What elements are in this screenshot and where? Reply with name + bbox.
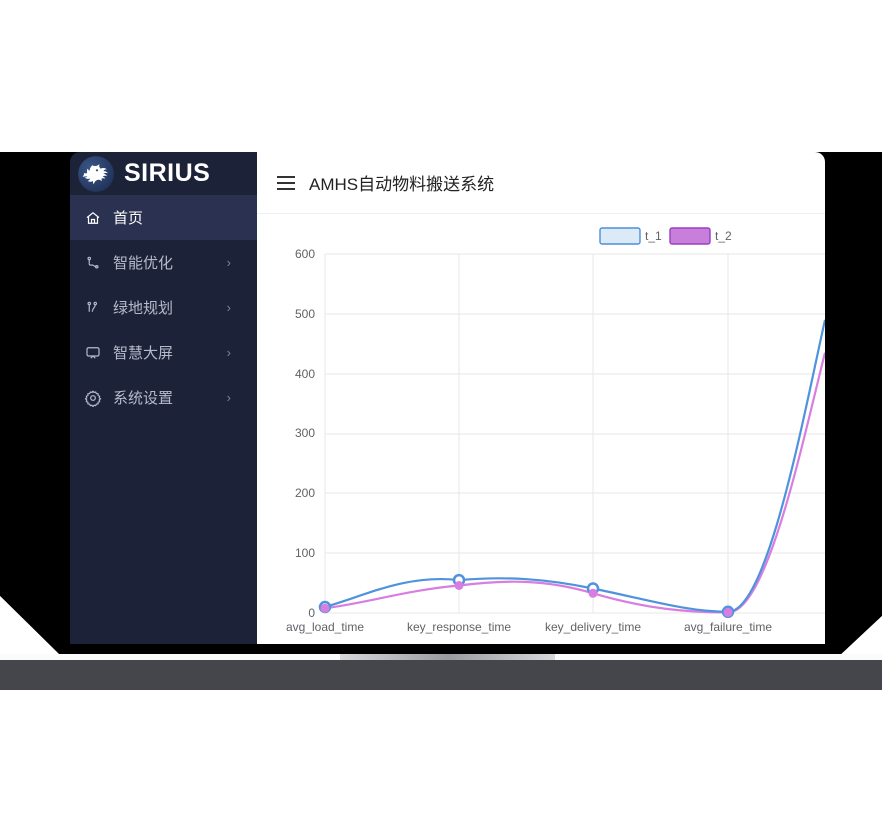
- svg-text:t_1: t_1: [645, 229, 662, 243]
- svg-text:key_delivery_time: key_delivery_time: [545, 620, 641, 634]
- svg-text:300: 300: [295, 426, 315, 440]
- svg-text:0: 0: [308, 606, 315, 620]
- svg-text:avg_load_time: avg_load_time: [286, 620, 364, 634]
- svg-text:500: 500: [295, 307, 315, 321]
- svg-text:key_response_time: key_response_time: [407, 620, 511, 634]
- svg-text:600: 600: [295, 247, 315, 261]
- svg-text:100: 100: [295, 546, 315, 560]
- svg-text:200: 200: [295, 486, 315, 500]
- svg-text:400: 400: [295, 367, 315, 381]
- svg-text:t_2: t_2: [715, 229, 732, 243]
- svg-text:avg_failure_time: avg_failure_time: [684, 620, 772, 634]
